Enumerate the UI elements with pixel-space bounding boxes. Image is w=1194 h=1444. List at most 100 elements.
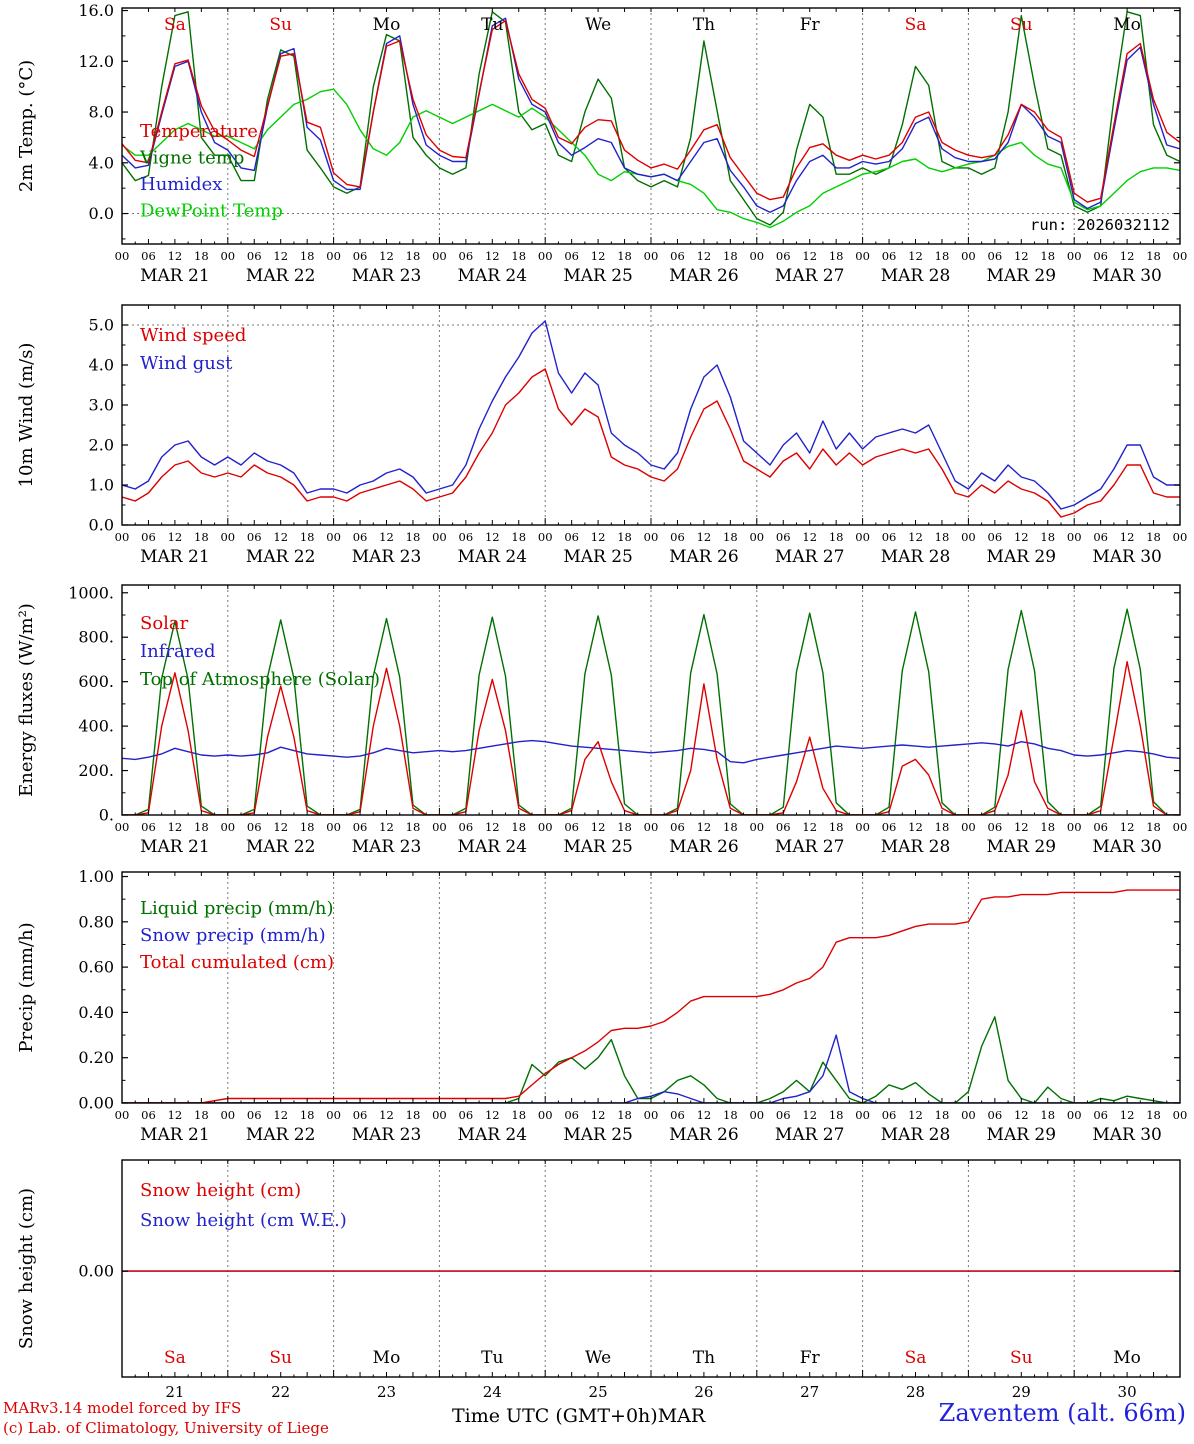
y-tick-label: 0.60 — [78, 958, 114, 977]
hour-tick-label: 12 — [697, 249, 712, 263]
y-tick-label: 4.0 — [89, 153, 114, 172]
date-label: MAR 22 — [246, 547, 316, 567]
hour-tick-label: 18 — [935, 1108, 950, 1122]
hour-tick-label: 06 — [670, 530, 685, 544]
hour-tick-label: 06 — [353, 530, 368, 544]
y-tick-label: 0.20 — [78, 1048, 114, 1067]
legend-energy-1: Infrared — [140, 641, 215, 662]
date-label: MAR 25 — [563, 547, 633, 567]
date-label: MAR 27 — [775, 837, 845, 857]
hour-tick-label: 00 — [538, 820, 553, 834]
hour-tick-label: 12 — [168, 820, 183, 834]
hour-tick-label: 06 — [141, 249, 156, 263]
panel-precip: 0.00 0.20 0.40 0.60 0.80 1.00 00 06 12 18 00 06 12 18… — [16, 867, 1187, 1145]
station-name: Zaventem (alt. 66m) — [938, 1399, 1186, 1427]
hour-tick-label: 00 — [961, 530, 976, 544]
date-label: MAR 26 — [669, 1125, 739, 1145]
model-credits: MARv3.14 model forced by IFS (c) Lab. of… — [3, 1398, 329, 1438]
hour-tick-label: 00 — [1173, 820, 1188, 834]
date-label: MAR 22 — [246, 837, 316, 857]
hour-tick-label: 00 — [749, 820, 764, 834]
date-label: MAR 24 — [458, 266, 528, 286]
y-tick-label: 0.80 — [78, 912, 114, 931]
y-axis-title-wind: 10m Wind (m/s) — [16, 343, 37, 488]
y-tick-label: 0. — [99, 806, 114, 825]
legend-energy-0: Solar — [140, 613, 189, 634]
hour-tick-label: 18 — [511, 820, 526, 834]
hour-tick-label: 00 — [961, 249, 976, 263]
date-label: MAR 25 — [563, 837, 633, 857]
hour-tick-label: 06 — [564, 820, 579, 834]
hour-tick-label: 06 — [141, 820, 156, 834]
date-label: MAR 23 — [352, 1125, 422, 1145]
panel-wind: 0.0 1.0 2.0 3.0 4.0 5.0 00 06 12 18 00 06 12 18 00 06 12… — [16, 304, 1187, 567]
hour-tick-label: 18 — [300, 820, 315, 834]
panel-snow: 0.00 Snow height (cm) Snow height (cm W.E.… — [16, 1159, 1181, 1401]
y-tick-label: 16.0 — [78, 1, 114, 20]
panel-temperature: 0.0 4.0 8.0 12.0 16.0 00 06 12 18 00 06 12 18 00 06 12 1… — [16, 1, 1187, 286]
day-number: 28 — [906, 1383, 925, 1401]
hour-tick-label: 18 — [194, 1108, 209, 1122]
hour-tick-label: 00 — [432, 249, 447, 263]
day-number: 27 — [800, 1383, 819, 1401]
hour-tick-label: 12 — [379, 820, 394, 834]
hour-tick-label: 06 — [247, 820, 262, 834]
hour-tick-label: 00 — [220, 249, 235, 263]
hour-tick-label: 18 — [406, 530, 421, 544]
hour-tick-label: 12 — [273, 530, 288, 544]
hour-tick-label: 06 — [882, 820, 897, 834]
hour-tick-label: 00 — [115, 1108, 130, 1122]
date-label: MAR 30 — [1092, 1125, 1162, 1145]
credit-line-1: MARv3.14 model forced by IFS — [3, 1399, 242, 1417]
day-name-bottom: Sa — [905, 1348, 927, 1368]
hour-tick-label: 18 — [829, 530, 844, 544]
day-number: 24 — [483, 1383, 502, 1401]
date-label: MAR 23 — [352, 547, 422, 567]
hour-tick-label: 18 — [829, 820, 844, 834]
day-name-bottom: Mo — [1113, 1348, 1141, 1368]
legend-temperature-0: Temperature — [140, 121, 258, 142]
hour-tick-label: 18 — [1146, 530, 1161, 544]
hour-tick-label: 00 — [855, 820, 870, 834]
hour-tick-label: 06 — [988, 1108, 1003, 1122]
date-label: MAR 30 — [1092, 837, 1162, 857]
hour-tick-label: 00 — [749, 249, 764, 263]
hour-tick-label: 06 — [1093, 820, 1108, 834]
day-number: 25 — [589, 1383, 608, 1401]
hour-tick-label: 06 — [141, 1108, 156, 1122]
hour-tick-label: 12 — [273, 1108, 288, 1122]
hour-tick-label: 12 — [697, 1108, 712, 1122]
date-label: MAR 24 — [458, 1125, 528, 1145]
hour-tick-label: 00 — [432, 1108, 447, 1122]
hour-tick-label: 06 — [776, 820, 791, 834]
hour-tick-label: 06 — [247, 1108, 262, 1122]
hour-tick-label: 12 — [379, 1108, 394, 1122]
hour-tick-label: 06 — [670, 820, 685, 834]
hour-tick-label: 12 — [273, 249, 288, 263]
hour-tick-label: 12 — [379, 249, 394, 263]
hour-tick-label: 06 — [247, 249, 262, 263]
legend-wind-0: Wind speed — [140, 325, 246, 346]
hour-tick-label: 06 — [988, 820, 1003, 834]
hour-tick-label: 12 — [273, 820, 288, 834]
hour-tick-label: 00 — [220, 530, 235, 544]
hour-tick-label: 00 — [1067, 820, 1082, 834]
legend-temperature-2: Humidex — [140, 174, 222, 195]
date-label: MAR 28 — [881, 1125, 951, 1145]
day-name-top: We — [585, 15, 611, 35]
legend-snow-1: Snow height (cm W.E.) — [140, 1210, 347, 1231]
hour-tick-label: 00 — [961, 1108, 976, 1122]
y-tick-label: 600. — [78, 672, 114, 691]
hour-tick-label: 18 — [1146, 820, 1161, 834]
hour-tick-label: 06 — [776, 530, 791, 544]
date-label: MAR 26 — [669, 266, 739, 286]
date-label: MAR 21 — [140, 547, 210, 567]
hour-tick-label: 12 — [1120, 1108, 1135, 1122]
date-label: MAR 29 — [987, 547, 1057, 567]
hour-tick-label: 06 — [1093, 530, 1108, 544]
hour-tick-label: 00 — [115, 249, 130, 263]
hour-tick-label: 06 — [1093, 1108, 1108, 1122]
series-infrared — [122, 739, 1180, 764]
hour-tick-label: 06 — [459, 530, 474, 544]
hour-tick-label: 12 — [802, 1108, 817, 1122]
